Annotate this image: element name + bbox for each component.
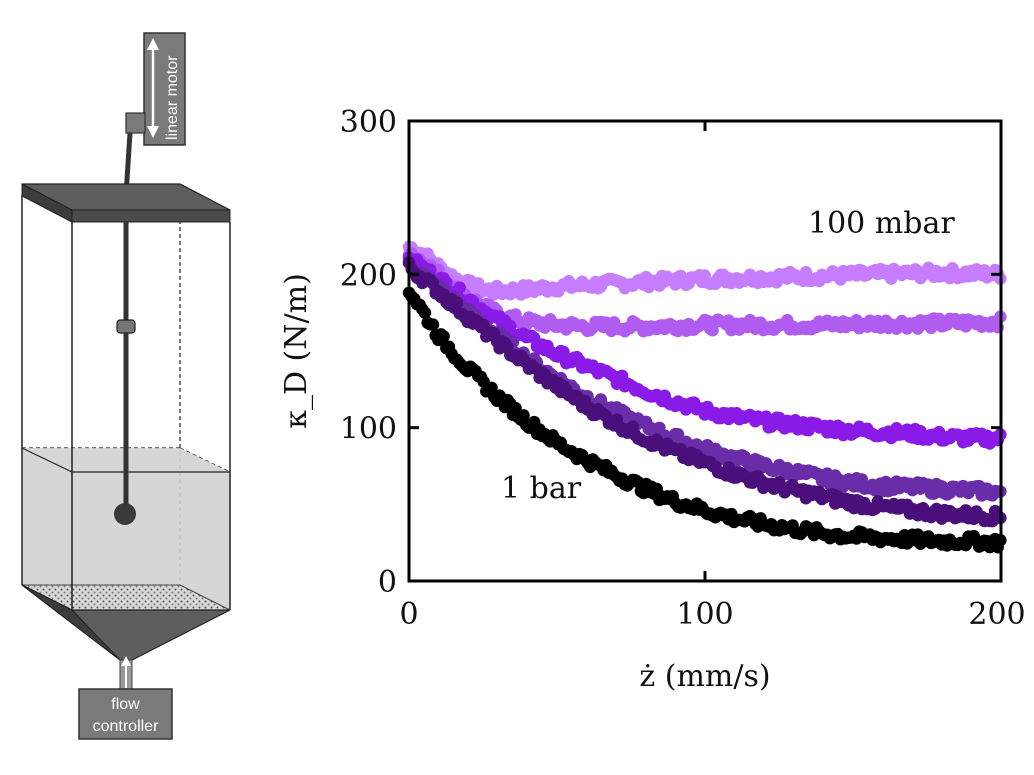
x-tick-label: 0 [399,597,418,632]
annotation-1-bar: 1 bar [501,471,582,506]
y-tick-label: 200 [340,258,397,293]
x-axis-label: ż (mm/s) [639,659,770,694]
x-tick-label: 200 [968,597,1025,632]
data-point [517,409,530,422]
y-tick-label: 100 [340,412,397,447]
x-tick-label: 100 [676,597,733,632]
data-point [450,296,464,309]
series-1 [402,240,1007,301]
series-layer [402,240,1007,554]
y-tick-label: 300 [340,105,397,140]
data-point [426,318,440,331]
probe-sphere [114,503,136,525]
series-6 [402,286,1007,554]
data-point [557,345,570,359]
annotation-100-mbar: 100 mbar [808,206,955,241]
rod-collar [116,319,136,334]
series-3 [402,251,1007,450]
motor-label: linear motor [164,55,181,140]
series-5 [402,256,1007,528]
data-point [437,330,450,343]
data-point [477,318,490,332]
motor-connector [125,112,146,134]
apparatus-diagram: linear motor [21,32,231,740]
flow-controller: flow controller [78,688,173,740]
tick-layer: 0 100 200 0 100 200 300 [340,105,1026,632]
chart: 0 100 200 0 100 200 300 ż (mm/s) κ_D (N/m) 100… [279,105,1026,694]
y-axis-label: κ_D (N/m) [279,273,314,429]
data-point [418,306,432,319]
fluid-region [22,448,230,610]
data-point [453,281,466,294]
y-tick-label: 0 [378,565,397,600]
linear-motor: linear motor [143,32,186,146]
controller-label-line2: controller [93,718,159,735]
controller-label-line1: flow [111,696,140,713]
